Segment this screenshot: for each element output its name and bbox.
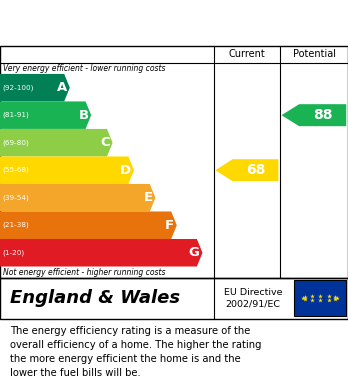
Text: G: G [189,246,200,259]
Text: F: F [165,219,174,232]
Text: 88: 88 [313,108,332,122]
Polygon shape [0,129,113,156]
Text: The energy efficiency rating is a measure of the
overall efficiency of a home. T: The energy efficiency rating is a measur… [10,326,262,378]
Text: (69-80): (69-80) [3,140,30,146]
Polygon shape [0,101,91,129]
Text: 68: 68 [246,163,265,177]
Text: (39-54): (39-54) [3,194,30,201]
Polygon shape [0,156,134,184]
Text: (81-91): (81-91) [3,112,30,118]
Text: D: D [120,164,131,177]
Text: C: C [100,136,110,149]
Text: Energy Efficiency Rating: Energy Efficiency Rating [60,14,288,32]
Polygon shape [282,104,346,126]
Polygon shape [0,239,203,267]
Text: B: B [78,109,88,122]
Text: E: E [143,191,153,204]
Text: Very energy efficient - lower running costs: Very energy efficient - lower running co… [3,64,166,73]
Polygon shape [0,74,70,101]
Bar [294,280,346,316]
Text: (1-20): (1-20) [3,249,25,256]
Text: (21-38): (21-38) [3,222,30,228]
Text: EU Directive
2002/91/EC: EU Directive 2002/91/EC [224,288,283,308]
Polygon shape [0,212,177,239]
Text: Current: Current [229,50,266,59]
Polygon shape [0,184,155,212]
Text: Potential: Potential [293,50,335,59]
Text: England & Wales: England & Wales [10,289,181,307]
Text: (55-68): (55-68) [3,167,30,174]
Text: Not energy efficient - higher running costs: Not energy efficient - higher running co… [3,267,166,276]
Text: (92-100): (92-100) [3,84,34,91]
Text: A: A [57,81,67,94]
Polygon shape [215,159,278,181]
